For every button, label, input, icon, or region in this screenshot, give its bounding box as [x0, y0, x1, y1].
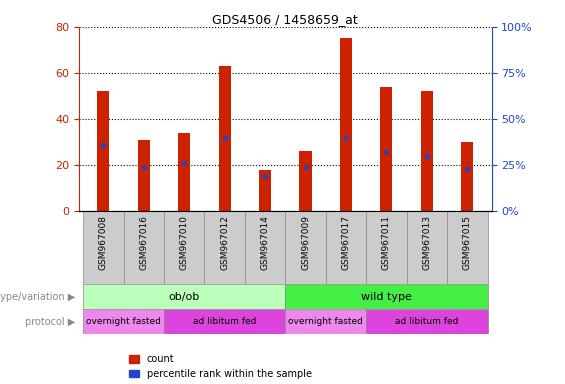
Bar [285, 284, 488, 309]
Bar [164, 309, 285, 334]
Point [180, 161, 189, 167]
Bar [83, 284, 285, 309]
Bar [205, 212, 245, 284]
Point [140, 164, 149, 170]
Bar [245, 212, 285, 284]
Text: GSM967014: GSM967014 [260, 215, 270, 270]
Text: GSM967012: GSM967012 [220, 215, 229, 270]
Text: GSM967017: GSM967017 [341, 215, 350, 270]
Bar [164, 212, 205, 284]
Bar [178, 133, 190, 212]
Text: genotype/variation ▶: genotype/variation ▶ [0, 291, 75, 301]
Text: GSM967015: GSM967015 [463, 215, 472, 270]
Bar [138, 140, 150, 212]
Bar [407, 212, 447, 284]
Text: ob/ob: ob/ob [168, 291, 200, 301]
Point [422, 153, 431, 159]
Point [382, 149, 391, 156]
Text: GSM967013: GSM967013 [423, 215, 431, 270]
Bar [447, 212, 488, 284]
Text: ad libitum fed: ad libitum fed [193, 317, 257, 326]
Bar [285, 309, 366, 334]
Text: wild type: wild type [361, 291, 412, 301]
Legend: count, percentile rank within the sample: count, percentile rank within the sample [129, 354, 312, 379]
Point [99, 142, 108, 148]
Point [260, 173, 270, 179]
Text: overnight fasted: overnight fasted [86, 317, 161, 326]
Text: GSM967008: GSM967008 [99, 215, 108, 270]
Bar [326, 212, 366, 284]
Bar [366, 212, 407, 284]
Point [301, 164, 310, 170]
Text: overnight fasted: overnight fasted [288, 317, 363, 326]
Bar [285, 212, 326, 284]
Point [463, 166, 472, 172]
Text: GSM967009: GSM967009 [301, 215, 310, 270]
Title: GDS4506 / 1458659_at: GDS4506 / 1458659_at [212, 13, 358, 26]
Bar [421, 91, 433, 212]
Bar [340, 38, 352, 212]
Bar [366, 309, 488, 334]
Bar [259, 170, 271, 212]
Text: protocol ▶: protocol ▶ [25, 316, 75, 326]
Bar [124, 212, 164, 284]
Text: ad libitum fed: ad libitum fed [395, 317, 459, 326]
Point [220, 134, 229, 141]
Bar [97, 91, 110, 212]
Text: GSM967010: GSM967010 [180, 215, 189, 270]
Text: GSM967016: GSM967016 [140, 215, 148, 270]
Bar [83, 212, 124, 284]
Point [341, 134, 350, 141]
Bar [380, 87, 393, 212]
Bar [219, 66, 231, 212]
Bar [299, 151, 312, 212]
Text: GSM967011: GSM967011 [382, 215, 391, 270]
Bar [461, 142, 473, 212]
Bar [83, 309, 164, 334]
